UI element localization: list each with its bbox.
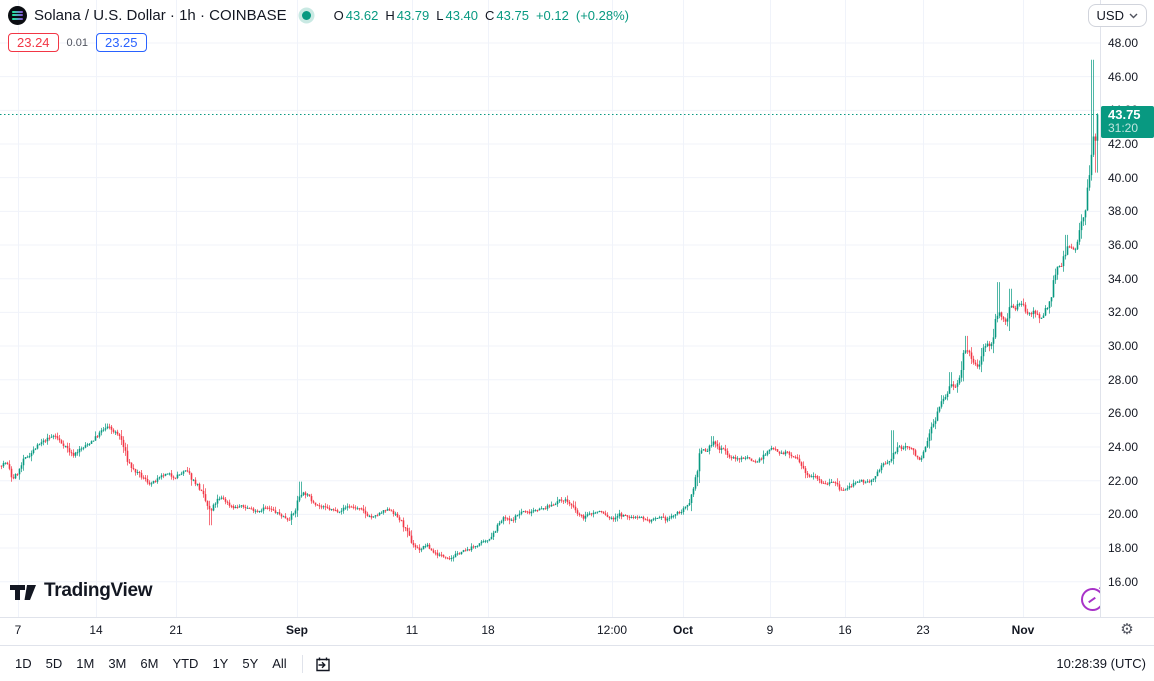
range-button-all[interactable]: All [272,656,287,671]
exchange-label: COINBASE [209,6,287,24]
change-percent: (+0.28%) [575,7,629,23]
separator-dot: · [199,6,205,24]
price-tick-label: 30.00 [1108,339,1139,354]
symbol-name: Solana / U.S. Dollar [34,6,166,24]
time-tick-label: 9 [766,623,774,637]
currency-label: USD [1096,8,1124,23]
price-tick-label: 34.00 [1108,271,1139,286]
time-tick-label: 16 [838,623,852,637]
range-button-1d[interactable]: 1D [15,656,32,671]
low-value: 43.40 [445,7,479,23]
price-tick-label: 40.00 [1108,170,1139,185]
gear-icon[interactable]: ⚙ [1120,621,1134,638]
price-tick-label: 28.00 [1108,372,1139,387]
price-tick-label: 48.00 [1108,36,1139,50]
time-tick-label: 14 [89,623,103,637]
high-label: H [385,7,395,23]
time-tick-label: 23 [916,623,930,637]
spread-value: 0.01 [66,36,88,49]
time-axis[interactable]: ⚙ 7 14 21 Sep 11 18 12:00 Oct 9 16 23 Nov [0,617,1154,645]
ask-button[interactable]: 23.25 [95,33,147,52]
time-tick-label: 12:00 [596,623,628,637]
close-label: C [485,7,495,23]
range-button-1m[interactable]: 1M [76,656,95,671]
price-tick-label: 22.00 [1108,473,1139,488]
chart-legend: Solana / U.S. Dollar · 1h · COINBASE O 4… [8,4,629,52]
calendar-goto-icon[interactable] [311,652,335,676]
promo-circle-icon[interactable] [1081,583,1100,611]
candlestick-chart [0,0,1100,617]
time-tick-label: 7 [14,623,22,637]
chevron-down-icon [1129,13,1138,18]
range-button-5d[interactable]: 5D [45,656,63,671]
low-label: L [436,7,444,23]
price-tick-label: 42.00 [1108,137,1139,151]
open-label: O [333,7,344,23]
price-tick-label: 18.00 [1108,541,1139,556]
bar-countdown: 31:20 [1108,121,1139,136]
change-value: +0.12 [535,7,569,23]
price-tick-label: 20.00 [1108,507,1139,522]
bid-button[interactable]: 23.24 [8,33,59,52]
time-tick-label: 18 [481,623,495,637]
currency-dropdown[interactable]: USD [1087,4,1147,27]
ohlc-values: O 43.62 H 43.79 L 43.40 C 43.75 +0.12 (+… [334,8,629,23]
price-axis[interactable]: 16.00 18.00 20.00 22.00 24.00 26.00 28.00 30.00… [1100,0,1154,617]
interval-label[interactable]: 1h [179,6,196,24]
price-tick-label: 26.00 [1108,406,1139,421]
range-button-6m[interactable]: 6M [140,656,159,671]
high-value: 43.79 [396,7,430,23]
price-tick-label: 36.00 [1108,238,1139,253]
symbol-title[interactable]: Solana / U.S. Dollar · 1h · COINBASE [34,7,287,24]
price-tick-label: 32.00 [1108,305,1139,320]
close-value: 43.75 [496,7,529,23]
chart-pane[interactable] [0,0,1100,617]
bid-ask-row: 23.24 0.01 23.25 [8,33,629,52]
price-tick-label: 24.00 [1108,440,1139,455]
date-range-group: 1D 5D 1M 3M 6M YTD 1Y 5Y All [8,652,294,675]
market-status-dot[interactable] [301,10,311,20]
toolbar-divider [301,654,303,673]
open-value: 43.62 [345,7,379,23]
bottom-toolbar: 1D 5D 1M 3M 6M YTD 1Y 5Y All 10:28:39 (UTC) [0,645,1154,681]
time-tick-label: Sep [285,623,309,637]
last-price-badge: 43.75 31:20 [1101,105,1154,139]
price-tick-label: 38.00 [1108,204,1139,219]
range-button-ytd[interactable]: YTD [172,656,199,671]
range-button-1y[interactable]: 1Y [212,656,229,671]
tradingview-watermark[interactable]: TradingView [10,580,153,602]
price-tick-label: 16.00 [1108,574,1139,589]
last-price-value: 43.75 [1108,106,1141,122]
time-tick-label: 21 [169,623,183,637]
solana-logo [8,5,27,25]
symbol-row: Solana / U.S. Dollar · 1h · COINBASE O 4… [8,4,629,26]
time-tick-label: Oct [672,623,694,637]
tradingview-logo-icon [10,584,36,600]
range-button-3m[interactable]: 3M [108,656,127,671]
timezone-clock[interactable]: 10:28:39 (UTC) [1056,656,1146,671]
time-tick-label: Nov [1011,623,1035,637]
separator-dot: · [169,6,175,24]
watermark-text: TradingView [44,580,153,601]
range-button-5y[interactable]: 5Y [242,656,259,671]
time-tick-label: 11 [405,623,419,637]
price-tick-label: 46.00 [1108,69,1139,84]
